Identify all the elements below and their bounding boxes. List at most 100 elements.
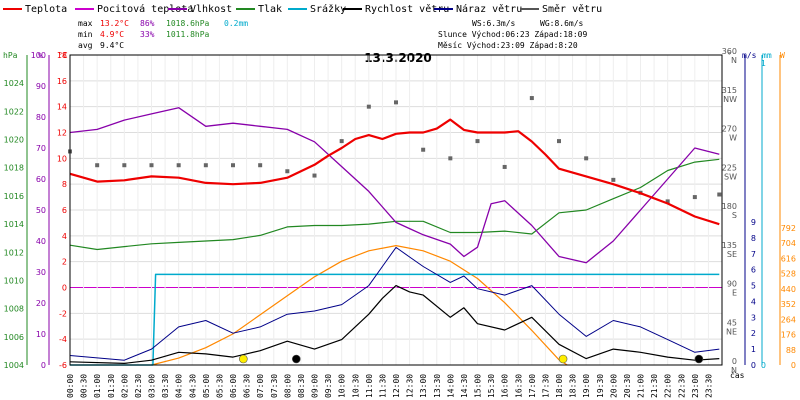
stat-max-rain: 0.2mm	[224, 19, 248, 28]
w-tick-label: 528	[781, 270, 796, 279]
wind-direction-point	[122, 163, 127, 168]
time-tick-label: 04:30	[188, 374, 197, 398]
w-tick-label: 264	[781, 315, 796, 324]
unit-w: W	[780, 51, 785, 60]
stat-min-hum: 33%	[140, 30, 155, 39]
wind-direction-point	[231, 163, 235, 168]
time-tick-label: 18:00	[555, 374, 564, 398]
unit-temp: °C	[58, 51, 68, 60]
wind-direction-point	[529, 96, 534, 101]
wind-direction-point	[717, 192, 722, 197]
time-tick-label: 09:00	[311, 374, 320, 398]
mm-tick-label: 1	[761, 59, 766, 68]
time-tick-label: 19:30	[596, 374, 605, 398]
w-tick-label: 176	[781, 331, 796, 340]
legend-label-temp: Teplota	[25, 4, 67, 15]
w-tick-label: 0	[791, 361, 796, 370]
dir-compass-label: NW	[723, 95, 737, 104]
ms-tick-label: 9	[751, 218, 756, 227]
legend-label-ws: Rychlost větru	[365, 3, 449, 15]
hum-tick-label: 30	[36, 268, 46, 277]
wind-direction-point	[475, 139, 480, 144]
time-tick-label: 16:00	[501, 374, 510, 398]
dir-tick-label: 90	[727, 280, 737, 289]
time-tick-label: 19:00	[582, 374, 591, 398]
hum-tick-label: 40	[36, 237, 46, 246]
hpa-tick-label: 1024	[4, 79, 24, 88]
time-tick-label: 02:00	[120, 374, 129, 398]
w-tick-label: 440	[781, 285, 796, 294]
time-tick-label: 20:00	[609, 374, 618, 398]
moonrise-marker	[694, 354, 704, 364]
time-tick-label: 05:30	[215, 374, 224, 398]
hum-tick-label: 60	[36, 175, 46, 184]
hpa-tick-label: 1018	[4, 164, 24, 173]
hum-tick-label: 50	[36, 206, 46, 215]
unit-hpa: hPa	[3, 51, 18, 60]
unit-hum: %	[38, 51, 43, 60]
axes: 1004100610081010101210141016101810201022…	[4, 47, 796, 398]
hpa-tick-label: 1004	[4, 361, 24, 370]
wind-direction-point	[665, 199, 670, 204]
hpa-tick-label: 1014	[4, 220, 24, 229]
ms-tick-label: 0	[751, 361, 756, 370]
wind-direction-point	[692, 195, 697, 200]
hpa-tick-label: 1006	[4, 333, 24, 342]
wind-direction-point	[611, 177, 616, 182]
time-tick-label: 23:00	[691, 374, 700, 398]
time-tick-label: 05:00	[202, 374, 211, 398]
series-wind-line	[69, 285, 720, 364]
time-tick-label: 10:00	[338, 374, 347, 398]
time-tick-label: 16:30	[514, 374, 523, 398]
wind-direction-point	[394, 100, 398, 105]
wind-direction-point	[366, 104, 371, 109]
unit-ms: m/s	[742, 51, 757, 60]
time-tick-label: 11:00	[365, 374, 374, 398]
stat-wg: WG:8.6m/s	[540, 19, 584, 28]
stat-min-label: min	[78, 30, 93, 39]
unit-mm: mm	[762, 51, 772, 60]
dir-tick-label: 360	[722, 47, 737, 56]
dir-tick-label: 225	[722, 163, 737, 172]
time-tick-label: 21:00	[637, 374, 646, 398]
stats-block: max 13.2°C 86% 1018.6hPa 0.2mm min 4.9°C…	[78, 19, 587, 50]
temp-tick-label: 16	[57, 77, 67, 86]
time-tick-label: 07:30	[270, 374, 279, 398]
markers-layer	[239, 354, 704, 364]
hum-tick-label: 90	[36, 82, 46, 91]
temp-tick-label: -6	[59, 361, 67, 370]
hum-tick-label: 0	[41, 361, 46, 370]
wind-direction-point	[95, 163, 100, 168]
legend: Teplota Pocitová teplota Vlhkost Tlak Sr…	[3, 3, 602, 15]
dir-compass-label: W	[729, 134, 737, 143]
mm-tick-label: 0	[761, 361, 766, 370]
dir-compass-label: S	[732, 211, 737, 220]
time-tick-label: 00:00	[66, 374, 75, 398]
ms-tick-label: 3	[751, 313, 756, 322]
temp-tick-label: 2	[62, 258, 67, 267]
series-gust-line	[69, 246, 720, 361]
wind-direction-point	[339, 139, 344, 144]
dir-tick-label: 135	[722, 241, 737, 250]
dir-tick-label: 45	[727, 318, 737, 327]
time-tick-label: 02:30	[134, 374, 143, 398]
sun-info: Slunce Východ:06:23 Západ:18:09	[438, 30, 587, 39]
unit-dir: °	[727, 51, 732, 60]
time-tick-label: 08:30	[297, 374, 306, 398]
time-tick-label: 00:30	[80, 374, 89, 398]
wind-direction-point	[149, 163, 154, 168]
time-tick-label: 14:00	[446, 374, 455, 398]
legend-label-feels: Pocitová teplota	[97, 3, 193, 15]
moonset-marker	[291, 354, 301, 364]
temp-tick-label: -2	[59, 309, 67, 318]
ms-tick-label: 5	[751, 282, 756, 291]
wind-direction-point	[584, 156, 589, 161]
legend-label-hum: Vlhkost	[190, 4, 232, 15]
axis-units: hPa % °C ° m/s mm W čas	[3, 51, 785, 380]
wind-direction-point	[176, 163, 181, 168]
stat-avg-temp: 9.4°C	[100, 41, 124, 50]
sunrise-marker	[239, 354, 248, 364]
stat-max-press: 1018.6hPa	[166, 19, 210, 28]
temp-tick-label: 12	[57, 129, 67, 138]
